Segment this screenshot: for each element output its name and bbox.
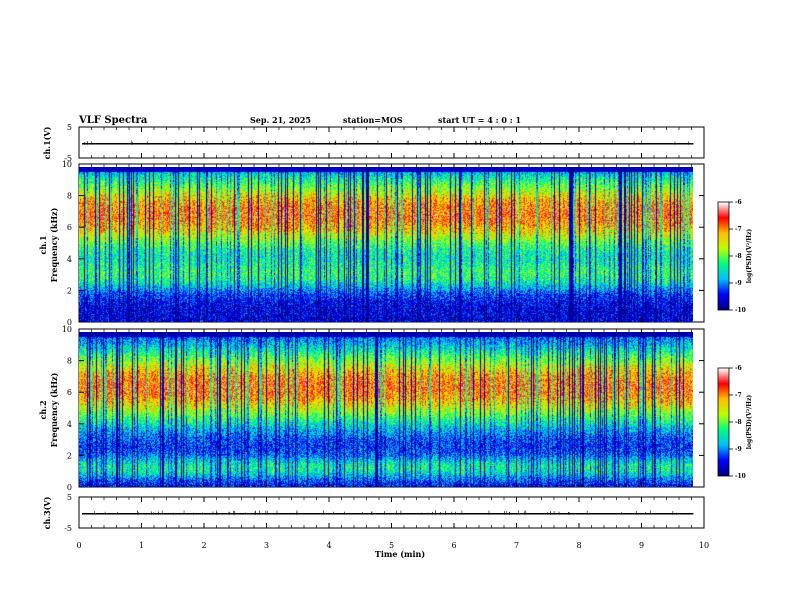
colorbar-tick-label: -6 <box>735 199 742 206</box>
ch1-colorbar-ticks: -6 -7 -8 -9 -10 <box>729 199 746 314</box>
ch3-waveform-trace <box>82 510 694 515</box>
x-tick-label: 2 <box>201 541 206 550</box>
ch1-waveform-ylabel: ch.1(V) <box>42 126 52 159</box>
y-tick-label: 0 <box>67 483 72 492</box>
x-tick-label: 5 <box>389 541 394 550</box>
ch1-ytick-top: 5 <box>67 123 72 132</box>
x-tick-label: 8 <box>576 541 581 550</box>
x-axis-label: Time (min) <box>375 549 425 559</box>
ch1-waveform-frame <box>78 126 705 159</box>
ch1-waveform-panel: 5 -5 ch.1(V) <box>42 123 705 163</box>
y-tick-label: 6 <box>67 223 72 232</box>
x-tick-label: 7 <box>514 541 519 550</box>
ch1-waveform-trace <box>82 140 694 145</box>
ch2-colorbar-ticks: -6 -7 -8 -9 -10 <box>729 365 746 480</box>
ch3-waveform-panel: 5 -5 ch.3(V) <box>42 493 705 533</box>
colorbar-tick-label: -6 <box>735 365 742 372</box>
y-tick-label: 8 <box>67 357 72 366</box>
y-tick-label: 0 <box>67 318 72 327</box>
colorbar-tick-label: -10 <box>735 473 746 480</box>
ch2-spectrogram-yticks: 0 2 4 6 8 10 <box>62 325 704 492</box>
ch3-ytick-top: 5 <box>67 493 72 502</box>
colorbar-tick-label: -9 <box>735 280 742 287</box>
y-tick-label: 4 <box>67 420 72 429</box>
station-label: station=MOS <box>343 115 403 125</box>
figure-title: VLF Spectra <box>78 115 148 126</box>
y-tick-label: 2 <box>67 451 72 460</box>
start-ut-label: start UT = 4 : 0 : 1 <box>438 115 521 125</box>
ch2-spectrogram-panel: 0 2 4 6 8 10 ch.2 Frequency (kHz) <box>38 325 705 492</box>
ch1-spectrogram-image <box>79 167 693 322</box>
x-tick-label: 6 <box>451 541 456 550</box>
y-tick-label: 8 <box>67 192 72 201</box>
x-tick-label: 10 <box>699 541 709 550</box>
colorbar-tick-label: -7 <box>735 226 742 233</box>
colorbar-tick-label: -8 <box>735 253 742 260</box>
ch1-spectrogram-ylabel: Frequency (kHz) <box>49 207 59 282</box>
ch3-waveform-frame <box>78 496 705 529</box>
x-axis-ticks: 0 1 2 3 4 5 6 7 8 9 10 <box>76 127 709 550</box>
y-tick-label: 4 <box>67 255 72 264</box>
x-tick-label: 0 <box>76 541 81 550</box>
ch2-spectrogram-ylabel: Frequency (kHz) <box>49 372 59 447</box>
ch1-colorbar: -6 -7 -8 -9 -10 log(PSD)(V²/Hz) <box>717 199 753 314</box>
ch1-colorbar-label: log(PSD)(V²/Hz) <box>746 229 753 284</box>
ch1-colorbar-gradient <box>718 202 729 310</box>
ch1-ytick-bottom: -5 <box>64 154 72 163</box>
ch1-spectrogram-yticks: 0 2 4 6 8 10 <box>62 160 704 327</box>
y-tick-label: 10 <box>62 325 72 334</box>
ch2-spectrogram-image <box>79 332 693 487</box>
colorbar-tick-label: -9 <box>735 446 742 453</box>
ch2-colorbar-gradient <box>718 368 729 476</box>
ch1-spectrogram-ylabel-channel: ch.1 <box>38 235 48 254</box>
ch2-colorbar-label: log(PSD)(V²/Hz) <box>746 395 753 450</box>
ch2-spectrogram-ylabel-channel: ch.2 <box>38 400 48 419</box>
y-tick-label: 2 <box>67 286 72 295</box>
ch2-colorbar: -6 -7 -8 -9 -10 log(PSD)(V²/Hz) <box>717 365 753 480</box>
ch3-waveform-ylabel: ch.3(V) <box>42 496 52 529</box>
ch3-ytick-bottom: -5 <box>64 524 72 533</box>
y-tick-label: 10 <box>62 160 72 169</box>
colorbar-tick-label: -7 <box>735 392 742 399</box>
x-tick-label: 4 <box>326 541 331 550</box>
x-tick-label: 1 <box>139 541 144 550</box>
date-label: Sep. 21, 2025 <box>250 115 311 125</box>
x-tick-label: 9 <box>639 541 644 550</box>
colorbar-tick-label: -10 <box>735 307 746 314</box>
y-tick-label: 6 <box>67 388 72 397</box>
colorbar-tick-label: -8 <box>735 419 742 426</box>
x-tick-label: 3 <box>264 541 269 550</box>
